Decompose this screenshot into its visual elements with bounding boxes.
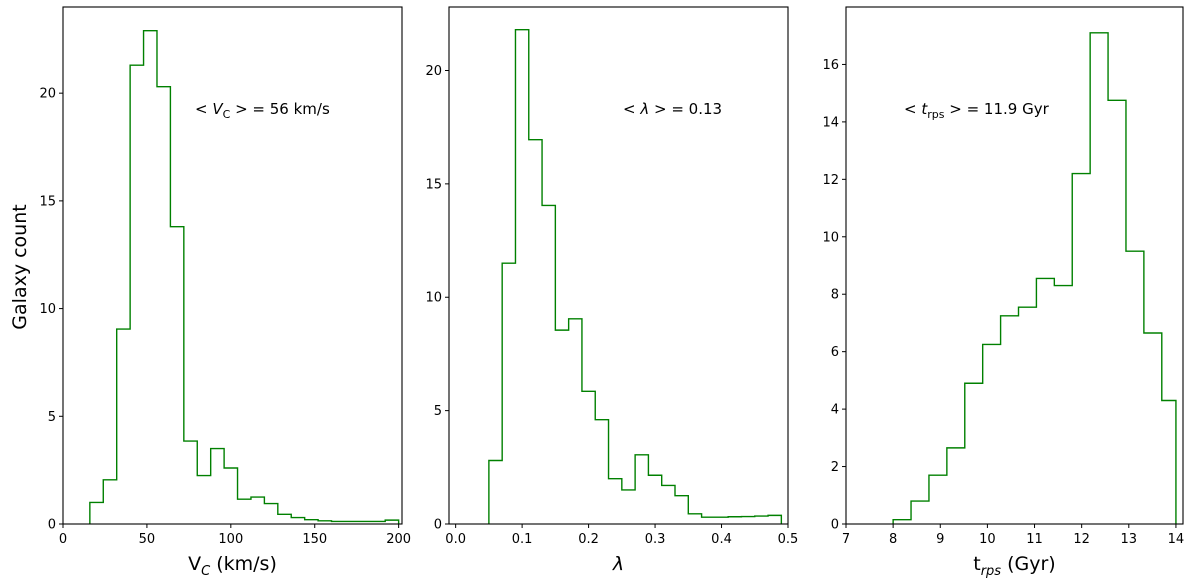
x-tick-label: 10 bbox=[979, 532, 996, 547]
x-axis-label: λ bbox=[612, 553, 624, 575]
x-tick-label: 0 bbox=[59, 532, 67, 547]
y-tick-label: 0 bbox=[48, 518, 56, 533]
x-tick-label: 0.1 bbox=[512, 532, 533, 547]
y-tick-label: 10 bbox=[822, 230, 839, 245]
x-tick-label: 100 bbox=[218, 532, 243, 547]
x-tick-label: 0.5 bbox=[778, 532, 799, 547]
x-tick-label: 13 bbox=[1121, 532, 1138, 547]
y-tick-label: 5 bbox=[48, 410, 56, 425]
y-tick-label: 6 bbox=[831, 345, 839, 360]
x-tick-label: 9 bbox=[936, 532, 944, 547]
x-tick-label: 0.3 bbox=[645, 532, 666, 547]
y-tick-label: 20 bbox=[39, 87, 56, 102]
x-axis-label: trps (Gyr) bbox=[973, 553, 1055, 579]
y-tick-label: 15 bbox=[39, 194, 56, 209]
y-tick-label: 0 bbox=[434, 518, 442, 533]
plot-frame bbox=[62, 6, 403, 525]
mean-annotation: < VC > = 56 km/s bbox=[195, 100, 330, 121]
panel-3: 7 8 9 10 11 12 13 14 0 2 4 6 8 10 12 14 16 trps (Gyr) < tr… bbox=[822, 6, 1185, 579]
x-tick-label: 11 bbox=[1026, 532, 1043, 547]
panel-1: 0 50 100 150 200 0 5 10 15 20 VC (km/s) < VC > = 56… bbox=[39, 6, 411, 579]
y-axis-label: Galaxy count bbox=[9, 204, 31, 329]
y-tick-label: 8 bbox=[831, 288, 839, 303]
mean-annotation: < λ > = 0.13 bbox=[623, 100, 722, 118]
x-tick-label: 50 bbox=[139, 532, 156, 547]
y-tick-label: 2 bbox=[831, 460, 839, 475]
x-tick-label: 8 bbox=[889, 532, 897, 547]
mean-annotation: < trps > = 11.9 Gyr bbox=[904, 100, 1050, 121]
y-tick-label: 20 bbox=[425, 64, 442, 79]
x-tick-label: 200 bbox=[386, 532, 411, 547]
y-tick-label: 16 bbox=[822, 58, 839, 73]
histogram-outline bbox=[488, 28, 783, 524]
y-tick-label: 0 bbox=[831, 518, 839, 533]
x-tick-label: 0.2 bbox=[578, 532, 599, 547]
histogram-outline bbox=[892, 32, 1177, 524]
y-tick-label: 10 bbox=[39, 302, 56, 317]
x-tick-label: 150 bbox=[302, 532, 327, 547]
plot-frame bbox=[845, 6, 1184, 525]
panel-2: 0.0 0.1 0.2 0.3 0.4 0.5 0 5 10 15 20 λ < λ > = 0.13 bbox=[425, 6, 799, 575]
x-axis-label: VC (km/s) bbox=[188, 553, 277, 579]
x-tick-label: 12 bbox=[1073, 532, 1090, 547]
x-tick-label: 14 bbox=[1168, 532, 1185, 547]
x-tick-label: 0.4 bbox=[711, 532, 732, 547]
x-tick-label: 0.0 bbox=[445, 532, 466, 547]
y-tick-label: 12 bbox=[822, 173, 839, 188]
x-tick-label: 7 bbox=[842, 532, 850, 547]
y-tick-label: 15 bbox=[425, 177, 442, 192]
plot-frame bbox=[448, 6, 789, 525]
y-tick-label: 5 bbox=[434, 404, 442, 419]
y-tick-label: 4 bbox=[831, 403, 839, 418]
y-tick-label: 10 bbox=[425, 291, 442, 306]
histogram-outline bbox=[89, 29, 400, 524]
y-tick-label: 14 bbox=[822, 115, 839, 130]
